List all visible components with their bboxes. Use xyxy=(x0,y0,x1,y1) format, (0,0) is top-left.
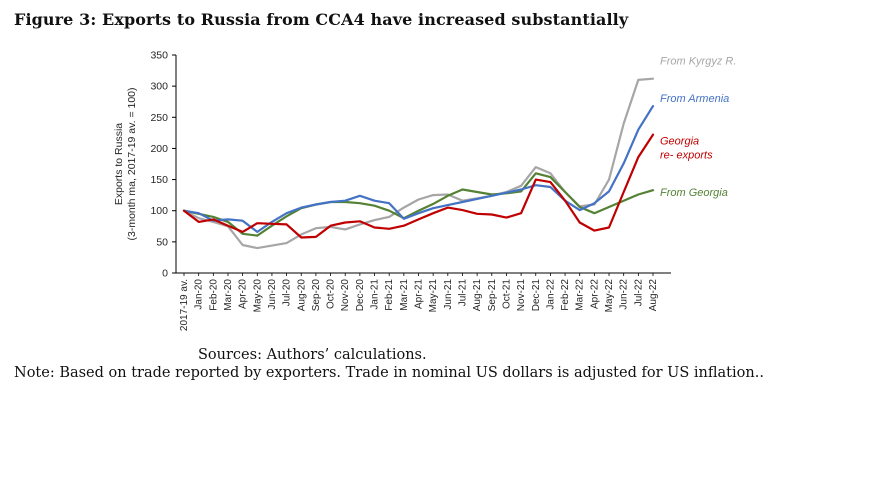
series-line-from-armenia xyxy=(182,104,655,233)
x-tick-label: Aug-22 xyxy=(648,279,659,312)
x-tick-label: Dec-21 xyxy=(531,279,542,312)
y-tick-label: 200 xyxy=(150,143,168,155)
x-tick-label: Sep-21 xyxy=(487,279,498,312)
series-label-from-armenia: From Armenia xyxy=(660,93,729,105)
x-tick-label: Apr-21 xyxy=(414,279,425,309)
x-tick-label: May-21 xyxy=(428,279,439,313)
series-label-from-georgia: From Georgia xyxy=(660,187,728,199)
x-tick-label: Nov-20 xyxy=(340,279,351,312)
x-tick-label: Jun-21 xyxy=(443,279,454,310)
series-line-from-kyrgyz-r- xyxy=(182,77,655,250)
x-tick-label: Jan-20 xyxy=(194,279,205,310)
y-tick-label: 150 xyxy=(150,174,168,186)
x-tick-label: Jan-22 xyxy=(545,279,556,310)
x-tick-label: Mar-21 xyxy=(399,279,410,311)
y-tick-label: 250 xyxy=(150,112,168,124)
x-tick-label: Mar-22 xyxy=(575,279,586,311)
x-tick-label: Oct-20 xyxy=(326,279,337,309)
x-tick-label: Apr-20 xyxy=(238,279,249,309)
series-label-from-kyrgyz-r-: From Kyrgyz R. xyxy=(660,56,736,68)
y-tick-label: 100 xyxy=(150,205,168,217)
y-axis-title: Exports to Russia(3-month ma, 2017-19 av… xyxy=(113,87,138,240)
figure-title: Figure 3: Exports to Russia from CCA4 ha… xyxy=(14,10,629,29)
x-tick-label: Feb-20 xyxy=(208,279,219,311)
x-tick-label: Jul-20 xyxy=(282,279,293,307)
x-tick-label: Aug-20 xyxy=(296,279,307,312)
sources-text: Sources: Authors’ calculations. xyxy=(198,347,427,363)
y-tick-label: 300 xyxy=(150,81,168,93)
x-tick-label: May-22 xyxy=(604,279,615,313)
chart-area: 0 50 100 150 200 250 300 350 2017-19 av. Jan-20 Fe… xyxy=(106,41,866,341)
x-tick-label: Sep-20 xyxy=(311,279,322,312)
x-tick-label: Jun-22 xyxy=(619,279,630,310)
x-tick-label: Oct-21 xyxy=(501,279,512,309)
x-tick-label: Feb-22 xyxy=(560,279,571,311)
x-tick-label: Mar-20 xyxy=(223,279,234,311)
x-tick-label: Apr-22 xyxy=(589,279,600,309)
series-line-from-georgia xyxy=(182,172,655,237)
series-label-georgia-re-exports: re- exports xyxy=(660,150,713,162)
x-tick-label: 2017-19 av. xyxy=(179,279,190,331)
x-tick-label: Feb-21 xyxy=(384,279,395,311)
y-tick-label: 50 xyxy=(156,236,168,248)
y-tick-label: 350 xyxy=(150,50,168,62)
x-tick-label: Jul-22 xyxy=(633,279,644,307)
x-tick-label: Jan-21 xyxy=(370,279,381,310)
x-tick-label: Nov-21 xyxy=(516,279,527,312)
y-axis-title-text: Exports to Russia(3-month ma, 2017-19 av… xyxy=(113,87,138,240)
note-text: Note: Based on trade reported by exporte… xyxy=(14,365,764,381)
x-tick-label: Dec-20 xyxy=(355,279,366,312)
y-tick-label: 0 xyxy=(162,268,168,280)
series-line-georgia-re-exports xyxy=(182,133,655,239)
x-tick-label: May-20 xyxy=(252,279,263,313)
series-label-georgia-re-exports: Georgia xyxy=(660,136,699,148)
x-tick-label: Jun-20 xyxy=(267,279,278,310)
x-tick-label: Aug-21 xyxy=(472,279,483,312)
x-tick-label: Jul-21 xyxy=(457,279,468,307)
